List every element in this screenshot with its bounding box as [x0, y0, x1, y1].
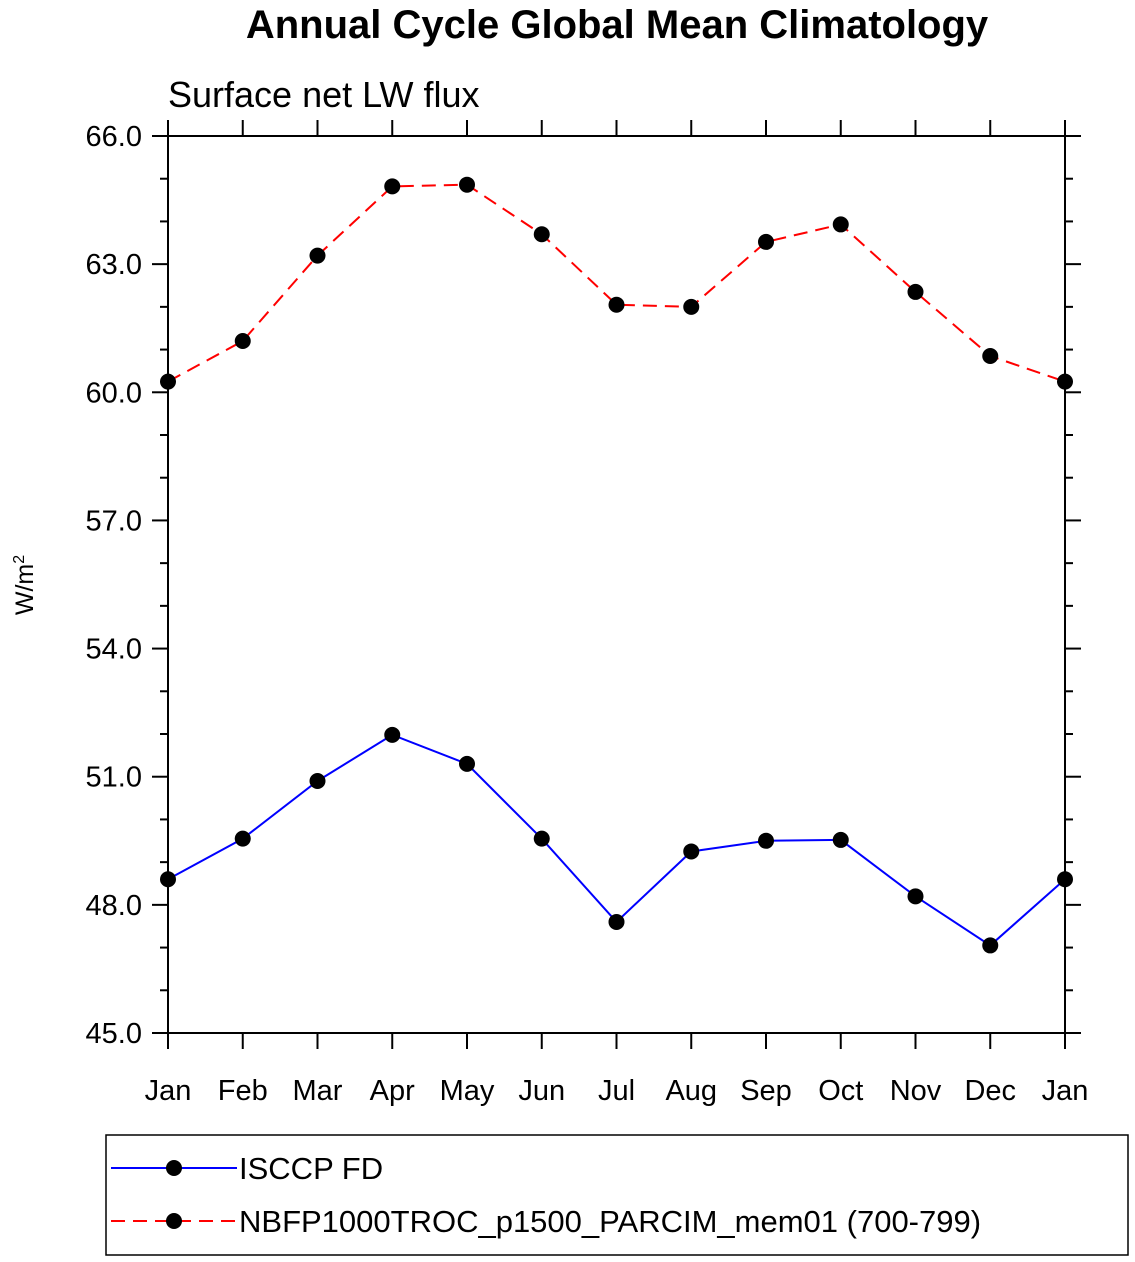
chart-title: Annual Cycle Global Mean Climatology — [246, 3, 989, 47]
series-0-point-2 — [309, 772, 326, 789]
series-0-point-8 — [758, 832, 774, 849]
legend-box — [105, 1134, 1129, 1256]
series-line-0 — [167, 733, 1066, 947]
x-tick-label-10: Nov — [890, 1075, 942, 1107]
legend-label-1: NBFP1000TROC_p1500_PARCIM_mem01 (700-799… — [239, 1204, 981, 1239]
series-0-point-5 — [533, 830, 550, 847]
series-1-point-8 — [758, 233, 774, 250]
legend-marker-0 — [166, 1160, 182, 1176]
legend-marker-1 — [166, 1213, 182, 1229]
x-tick-label-9: Oct — [818, 1075, 863, 1107]
y-tick-label-7: 66.0 — [86, 121, 142, 153]
y-tick-label-3: 54.0 — [86, 634, 142, 666]
series-1-point-4 — [459, 176, 475, 193]
x-tick-label-7: Aug — [665, 1075, 717, 1107]
y-tick-label-2: 51.0 — [86, 762, 142, 794]
y-axis-label-superscript: 2 — [11, 555, 28, 564]
series-0-point-9 — [832, 831, 849, 848]
series-1-point-5 — [533, 226, 550, 243]
x-tick-label-5: Jun — [518, 1075, 565, 1107]
y-tick-label-0: 45.0 — [86, 1018, 142, 1050]
y-tick-label-4: 57.0 — [86, 505, 142, 537]
series-1-point-7 — [683, 298, 700, 315]
x-tick-label-3: Apr — [370, 1075, 415, 1107]
series-1-point-1 — [234, 333, 251, 350]
data-series — [160, 176, 1073, 954]
x-tick-label-11: Dec — [964, 1075, 1016, 1107]
y-tick-label-5: 60.0 — [86, 377, 142, 409]
series-0-point-6 — [608, 913, 625, 930]
x-tick-label-4: May — [440, 1075, 495, 1107]
x-tick-label-6: Jul — [598, 1075, 635, 1107]
legend: ISCCP FD NBFP1000TROC_p1500_PARCIM_mem01 … — [105, 1134, 1129, 1256]
y-tick-label-6: 63.0 — [86, 249, 142, 281]
plot-frame — [167, 135, 1066, 1034]
series-1-point-6 — [608, 296, 625, 313]
series-0-point-10 — [907, 888, 924, 905]
y-axis-label-text: W/m — [11, 564, 39, 615]
series-0-point-7 — [683, 843, 700, 860]
series-1-point-2 — [309, 247, 326, 264]
x-tick-label-8: Sep — [740, 1075, 792, 1107]
series-0-point-11 — [982, 937, 999, 954]
series-0-point-3 — [384, 726, 401, 743]
series-line-1 — [167, 183, 1066, 383]
series-1-point-3 — [384, 178, 401, 195]
x-tick-label-2: Mar — [293, 1075, 343, 1107]
x-tick-label-1: Feb — [218, 1075, 268, 1107]
series-1-point-11 — [982, 347, 999, 364]
series-0-point-1 — [234, 830, 251, 847]
axis-ticks: Jan Feb Mar Apr May Jun Jul Aug Sep Oct Nov Dec Jan4… — [86, 120, 1089, 1107]
y-tick-label-1: 48.0 — [86, 890, 142, 922]
chart-subtitle: Surface net LW flux — [168, 74, 479, 115]
series-1-point-10 — [907, 283, 924, 300]
series-0-point-4 — [459, 755, 475, 772]
x-tick-label-12: Jan — [1042, 1075, 1089, 1107]
x-tick-label-0: Jan — [145, 1075, 192, 1107]
y-axis-label: W/m2 — [11, 555, 39, 615]
legend-label-0: ISCCP FD — [239, 1151, 383, 1186]
series-1-point-9 — [832, 216, 849, 233]
svg-text:W/m2: W/m2 — [11, 555, 39, 615]
